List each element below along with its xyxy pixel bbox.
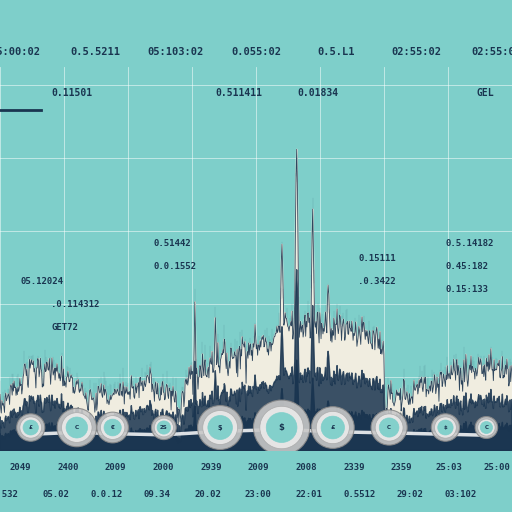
Ellipse shape [475,417,498,438]
Text: 0.51442: 0.51442 [154,239,191,248]
Text: 29:02: 29:02 [397,489,423,499]
Ellipse shape [375,414,403,441]
Text: 0.5.L1: 0.5.L1 [317,47,355,57]
Ellipse shape [100,416,125,439]
Text: 2400: 2400 [57,463,79,472]
Text: 2000: 2000 [153,463,174,472]
Text: 2049: 2049 [10,463,31,472]
Text: GEL: GEL [476,89,494,98]
Text: ₡: ₡ [111,425,115,430]
Ellipse shape [435,417,456,438]
Text: 2S: 2S [160,425,168,430]
Text: .0.114312: .0.114312 [51,300,99,309]
Text: 25:03: 25:03 [436,463,462,472]
Ellipse shape [253,400,310,455]
Text: 2939: 2939 [200,463,222,472]
Text: 05:00:02: 05:00:02 [0,47,40,57]
Text: 05.12024: 05.12024 [20,277,63,286]
Text: 05:103:02: 05:103:02 [147,47,204,57]
Ellipse shape [431,414,460,441]
Ellipse shape [104,419,121,436]
Ellipse shape [16,414,45,441]
Text: £: £ [331,425,335,430]
Text: 2359: 2359 [391,463,412,472]
Ellipse shape [23,420,38,435]
Text: $: $ [443,425,447,430]
Ellipse shape [321,416,345,439]
Text: 20.02: 20.02 [194,489,221,499]
Text: 0.11501: 0.11501 [51,89,92,98]
Text: 23:00: 23:00 [245,489,272,499]
Ellipse shape [208,416,232,439]
Ellipse shape [266,413,297,442]
Text: GET72: GET72 [51,323,78,332]
Text: 2009: 2009 [105,463,126,472]
Ellipse shape [203,411,238,444]
Text: 02:55:02: 02:55:02 [472,47,512,57]
Text: 09.34: 09.34 [143,489,170,499]
Ellipse shape [66,417,88,438]
Ellipse shape [61,413,92,442]
Text: $: $ [218,424,223,431]
Text: $: $ [279,423,285,432]
Text: 0.0.1552: 0.0.1552 [154,262,197,271]
Text: £: £ [29,425,33,430]
Text: 05.02: 05.02 [42,489,69,499]
Text: 0.45:182: 0.45:182 [445,262,488,271]
Ellipse shape [371,410,407,445]
Text: 02:55:02: 02:55:02 [392,47,441,57]
Ellipse shape [20,417,41,438]
Text: .0.3422: .0.3422 [358,277,396,286]
Text: 0.0.12: 0.0.12 [90,489,122,499]
Ellipse shape [379,418,399,437]
Ellipse shape [97,412,129,443]
Text: 2339: 2339 [343,463,365,472]
Ellipse shape [311,407,354,449]
Text: 03:102: 03:102 [445,489,477,499]
Ellipse shape [154,418,174,437]
Text: 0.15:133: 0.15:133 [445,285,488,294]
Text: 2008: 2008 [295,463,317,472]
Ellipse shape [480,421,493,434]
Text: 25:00: 25:00 [483,463,510,472]
Text: 2009: 2009 [248,463,269,472]
Text: 0.511411: 0.511411 [215,89,262,98]
Text: 0.532: 0.532 [0,489,18,499]
Text: C: C [75,425,79,430]
Ellipse shape [152,415,176,440]
Text: 0.5512: 0.5512 [344,489,376,499]
Ellipse shape [478,419,495,436]
Ellipse shape [316,412,349,443]
Text: C: C [387,425,391,430]
Text: 0.5.14182: 0.5.14182 [445,239,494,248]
Text: 22:01: 22:01 [295,489,323,499]
Text: 0.01834: 0.01834 [297,89,338,98]
Ellipse shape [198,406,243,450]
Ellipse shape [438,420,453,435]
Ellipse shape [57,408,96,447]
Ellipse shape [260,407,303,449]
Ellipse shape [157,421,170,434]
Text: 0.5.5211: 0.5.5211 [71,47,120,57]
Text: 0.15111: 0.15111 [358,254,396,263]
Text: C: C [484,425,488,430]
Text: 0.055:02: 0.055:02 [231,47,281,57]
